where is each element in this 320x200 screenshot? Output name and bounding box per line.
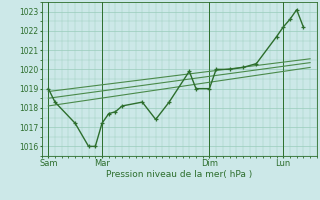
- X-axis label: Pression niveau de la mer( hPa ): Pression niveau de la mer( hPa ): [106, 170, 252, 179]
